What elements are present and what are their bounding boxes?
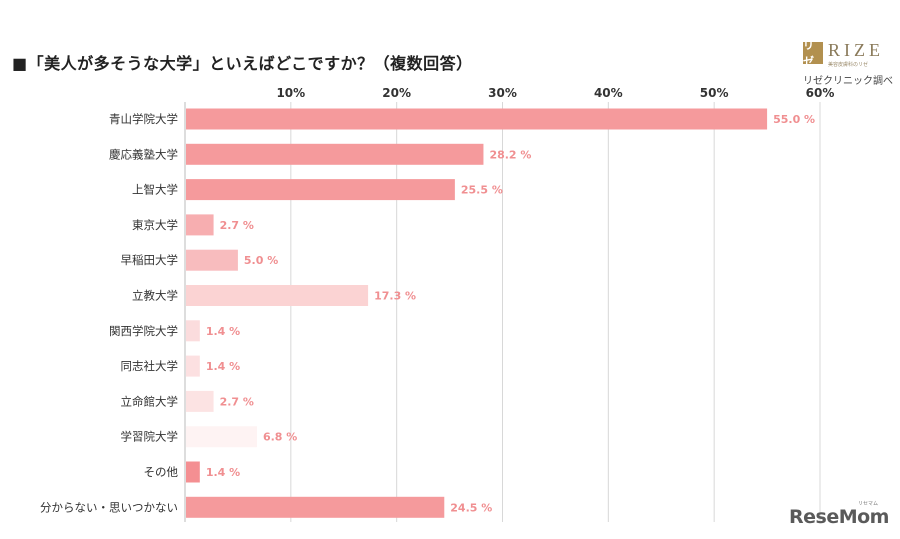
bar [186,426,257,448]
category-label: 立教大学 [132,289,178,303]
bar [186,390,214,412]
data-label: 1.4 % [206,360,240,373]
data-label: 25.5 % [461,184,503,197]
x-tick-label: 20% [382,86,411,100]
x-tick-label: 30% [488,86,517,100]
category-label: 慶応義塾大学 [109,147,178,161]
data-label: 24.5 % [450,501,492,514]
bar [186,143,484,165]
rize-logo: リゼ RIZE 美容皮膚科のリゼ リゼクリニック調べ [803,39,893,87]
data-label: 28.2 % [489,148,531,161]
rize-logo-word: RIZE [828,40,884,60]
category-label: 上智大学 [132,183,178,197]
data-label: 2.7 % [220,395,254,408]
bar [186,249,238,271]
category-label: 立命館大学 [121,394,179,408]
data-label: 1.4 % [206,325,240,338]
x-tick-label: 60% [806,86,835,100]
x-tick-label: 10% [276,86,305,100]
x-tick-label: 40% [594,86,623,100]
category-label: 学習院大学 [121,430,179,444]
data-label: 6.8 % [263,431,297,444]
category-label: その他 [144,465,179,479]
category-label: 東京大学 [132,218,178,232]
rize-logo-mark: リゼ [803,39,823,68]
bar [186,320,200,342]
chart-title: ■「美人が多そうな大学」といえばどこですか？（複数回答） [12,54,473,73]
data-label: 5.0 % [244,254,278,267]
category-label: 関西学院大学 [109,324,178,338]
resemom-logo-ruby: リセマム [858,501,879,507]
bar [186,108,768,130]
rize-logo-sub: 美容皮膚科のリゼ [828,62,869,68]
category-label: 同志社大学 [121,359,179,373]
data-label: 55.0 % [773,113,815,126]
data-label: 17.3 % [374,290,416,303]
bar [186,179,455,201]
bar [186,496,445,518]
bar [186,285,369,306]
bar [186,461,200,483]
category-label: 早稲田大学 [121,253,179,267]
category-label: 分からない・思いつかない [40,500,178,514]
data-label: 1.4 % [206,466,240,479]
bar [186,355,200,377]
resemom-logo: ReseMom [789,506,889,528]
source-note: リゼクリニック調べ [803,76,893,87]
category-label: 青山学院大学 [109,112,178,126]
data-label: 2.7 % [220,219,254,232]
bar [186,214,214,236]
x-tick-label: 50% [700,86,729,100]
